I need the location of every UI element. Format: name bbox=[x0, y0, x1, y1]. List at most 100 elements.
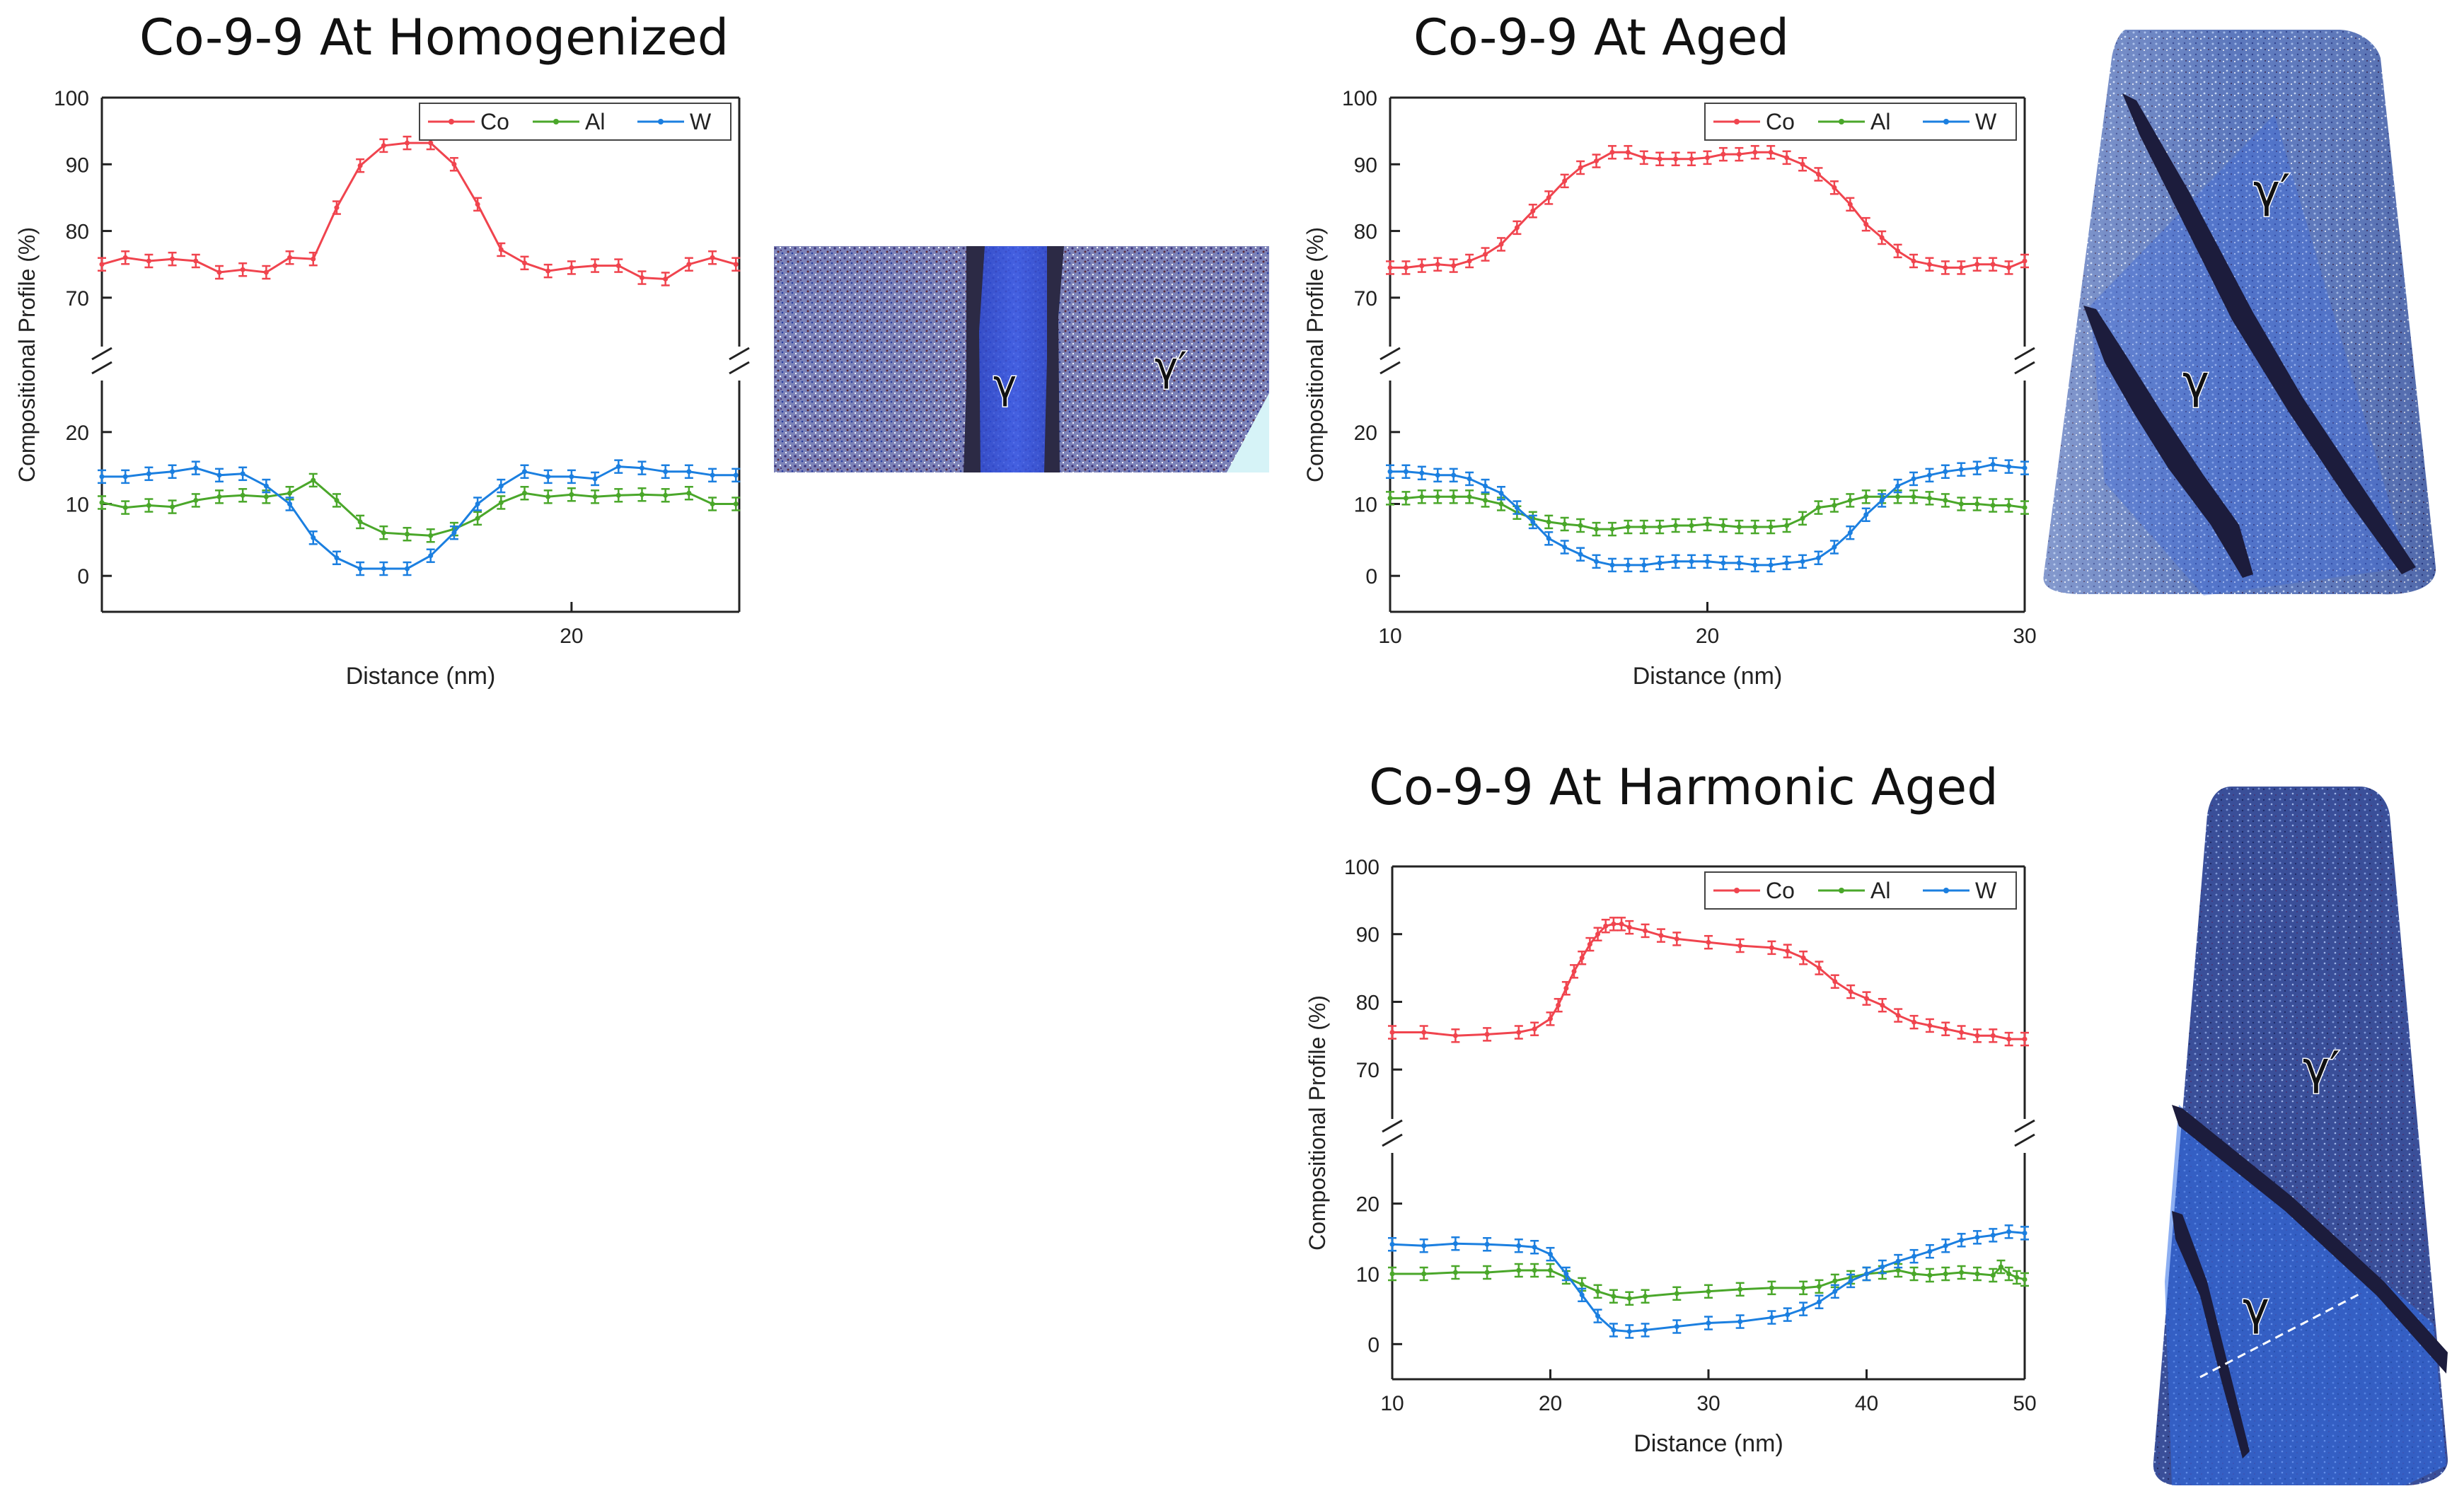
data-point-al bbox=[1643, 1294, 1648, 1299]
axis-break-mark bbox=[2014, 1133, 2035, 1147]
data-point-co bbox=[1768, 149, 1774, 155]
data-point-al bbox=[1421, 1271, 1427, 1277]
data-point-w bbox=[1705, 559, 1710, 564]
data-point-al bbox=[1532, 1267, 1537, 1273]
y-tick-label: 100 bbox=[1344, 856, 1380, 879]
data-point-w bbox=[1927, 1248, 1933, 1254]
x-tick-label: 20 bbox=[560, 625, 583, 648]
gamma-prime-label-aged: γ′ bbox=[2253, 166, 2290, 218]
data-point-al bbox=[592, 494, 598, 499]
data-point-w bbox=[569, 474, 574, 480]
data-point-w bbox=[311, 535, 316, 540]
data-point-al bbox=[1752, 524, 1758, 530]
data-point-co bbox=[1911, 258, 1916, 264]
data-point-al bbox=[733, 501, 739, 506]
legend-marker-al bbox=[1839, 888, 1844, 893]
data-point-w bbox=[1784, 560, 1790, 566]
data-point-w bbox=[1769, 1315, 1774, 1321]
legend-label-w: W bbox=[1975, 878, 1997, 903]
data-point-w bbox=[1674, 1324, 1679, 1329]
x-tick-label: 10 bbox=[1378, 625, 1401, 648]
data-point-al bbox=[1998, 1264, 2003, 1270]
data-point-w bbox=[1706, 1321, 1711, 1326]
data-point-co bbox=[1674, 936, 1679, 941]
title-harmonic-aged: Co-9-9 At Harmonic Aged bbox=[1369, 758, 1999, 816]
data-point-co bbox=[1752, 149, 1758, 155]
data-point-w bbox=[663, 469, 669, 475]
data-point-w bbox=[1403, 469, 1409, 475]
data-point-co bbox=[170, 256, 175, 262]
data-point-w bbox=[1943, 469, 1948, 475]
data-point-al bbox=[1594, 526, 1600, 532]
data-point-co bbox=[1556, 1002, 1561, 1008]
data-point-w bbox=[522, 469, 528, 475]
data-point-w bbox=[1720, 560, 1726, 566]
data-point-co bbox=[1784, 155, 1790, 161]
data-point-co bbox=[2006, 265, 2012, 270]
data-point-co bbox=[1990, 1033, 1996, 1038]
data-point-co bbox=[1736, 151, 1742, 157]
data-point-w bbox=[1832, 1289, 1838, 1294]
data-point-w bbox=[1689, 559, 1694, 564]
data-point-co bbox=[1548, 1016, 1553, 1021]
data-point-w bbox=[1895, 483, 1901, 489]
data-point-w bbox=[1974, 465, 1980, 471]
data-point-co bbox=[710, 255, 715, 260]
data-point-w bbox=[1532, 1244, 1537, 1250]
data-point-co bbox=[1943, 1026, 1948, 1032]
data-point-w bbox=[1879, 497, 1885, 503]
data-point-w bbox=[334, 555, 340, 561]
y-tick-label: 90 bbox=[1354, 153, 1377, 177]
data-point-co bbox=[287, 255, 293, 260]
gamma-prime-label-harmonic: γ′ bbox=[2303, 1043, 2339, 1095]
data-point-w bbox=[1864, 1271, 1869, 1277]
data-point-co bbox=[311, 256, 316, 262]
data-point-al bbox=[1705, 521, 1710, 527]
data-point-w bbox=[639, 465, 644, 471]
data-point-w bbox=[1451, 472, 1457, 478]
data-point-al bbox=[1895, 494, 1901, 499]
data-point-co bbox=[1863, 221, 1869, 227]
data-point-co bbox=[334, 205, 340, 211]
data-point-al bbox=[1911, 494, 1916, 499]
data-point-w bbox=[1516, 1243, 1522, 1248]
data-point-al bbox=[686, 490, 692, 496]
data-point-co bbox=[1958, 265, 1964, 270]
data-point-co bbox=[1800, 161, 1805, 167]
y-axis-label: Compositional Profile (%) bbox=[1305, 995, 1330, 1251]
title-aged: Co-9-9 At Aged bbox=[1413, 8, 1790, 66]
data-point-w bbox=[1611, 1327, 1616, 1333]
axis-break-mark bbox=[729, 361, 750, 375]
data-point-co bbox=[1389, 1030, 1395, 1035]
data-point-co bbox=[615, 263, 621, 269]
legend-marker-co bbox=[1734, 119, 1740, 124]
title-homogenized: Co-9-9 At Homogenized bbox=[139, 8, 729, 66]
legend-marker-al bbox=[1839, 119, 1844, 124]
data-point-w bbox=[122, 474, 128, 480]
data-point-co bbox=[1848, 989, 1853, 994]
data-point-w bbox=[193, 465, 199, 471]
data-point-al bbox=[1943, 1271, 1948, 1277]
data-point-w bbox=[2006, 464, 2012, 470]
data-point-w bbox=[1563, 1271, 1569, 1277]
data-point-w bbox=[240, 471, 245, 477]
legend-label-co: Co bbox=[1766, 878, 1795, 903]
data-point-co bbox=[99, 262, 105, 267]
data-point-co bbox=[1530, 208, 1536, 214]
data-point-w bbox=[451, 530, 457, 535]
data-point-co bbox=[1578, 165, 1583, 170]
data-point-co bbox=[1562, 178, 1568, 184]
data-point-w bbox=[1387, 469, 1393, 475]
axis-break-mark bbox=[1382, 1119, 1403, 1133]
data-point-al bbox=[1435, 494, 1440, 499]
data-point-al bbox=[1562, 521, 1568, 527]
data-point-co bbox=[1532, 1026, 1537, 1032]
data-point-al bbox=[1815, 505, 1821, 511]
data-point-w bbox=[1974, 1234, 1980, 1240]
x-tick-label: 20 bbox=[1539, 1392, 1562, 1415]
y-axis-label: Compositional Profile (%) bbox=[14, 227, 40, 482]
axis-break-mark bbox=[2014, 1119, 2035, 1133]
y-tick-label: 20 bbox=[66, 422, 89, 445]
y-tick-label: 80 bbox=[66, 221, 89, 244]
data-point-al bbox=[1498, 501, 1504, 506]
